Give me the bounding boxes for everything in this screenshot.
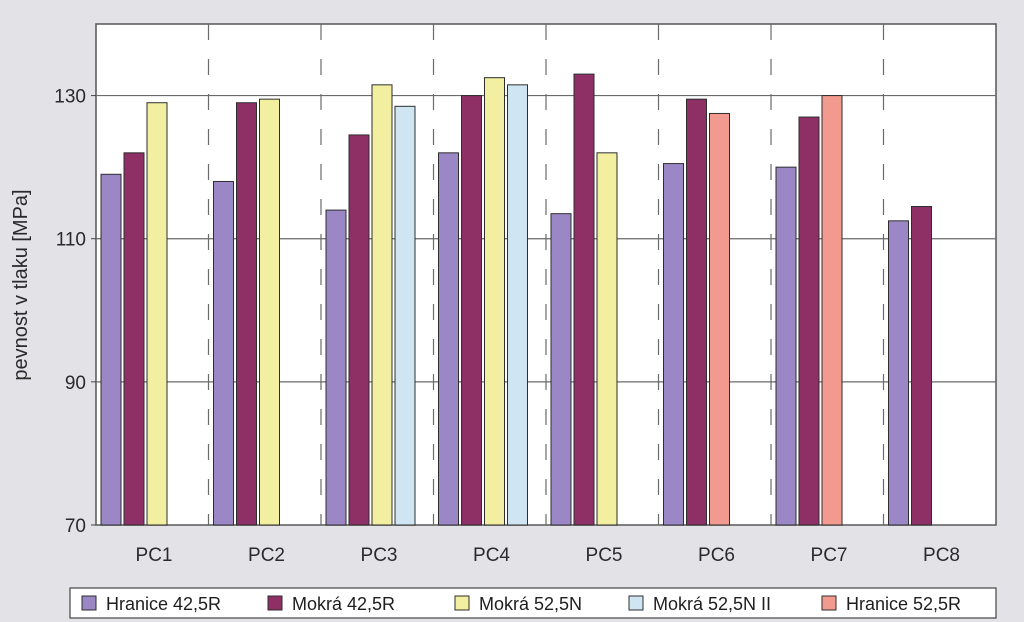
bar [911,206,932,526]
bar [123,152,145,526]
bar [663,163,684,526]
legend-label: Mokrá 42,5R [292,594,395,614]
bar [484,77,505,526]
x-tick-label: PC3 [361,545,398,566]
bar [550,213,572,526]
x-tick-label: PC5 [586,545,623,566]
legend-swatch [628,595,644,611]
bar [596,152,618,526]
legend-label: Hranice 52,5R [846,594,961,614]
legend-swatch [454,595,470,611]
bar [348,134,370,526]
legend: Hranice 42,5R Mokrá 42,5R Mokrá 52,5N Mokrá… [69,587,997,619]
x-tick-label: PC7 [811,545,848,566]
bar [236,102,257,526]
bar [507,84,528,526]
y-tick-label: 130 [54,87,86,108]
legend-swatch [81,595,97,611]
bar [709,112,730,526]
bar [213,180,234,526]
bar [686,98,707,526]
x-tick-label: PC6 [698,545,735,566]
y-tick-label: 70 [65,516,86,537]
bar [259,98,280,526]
bar [573,73,595,526]
bar [821,95,843,526]
bar [438,152,459,526]
axes: 70 90 110 130 PC1 PC2 PC3 PC4 PC5 PC6 PC7 PC8 [54,87,960,566]
y-tick-label: 90 [65,373,86,394]
bars [100,73,932,526]
legend-box [69,587,997,619]
legend-swatch [821,595,837,611]
legend-label: Mokrá 52,5N II [653,594,771,614]
bar [100,173,122,526]
bar [146,102,168,526]
x-tick-label: PC2 [248,545,285,566]
bar [325,209,347,526]
x-tick-label: PC4 [473,545,510,566]
legend-label: Hranice 42,5R [106,594,221,614]
legend-label: Mokrá 52,5N [479,594,582,614]
bar [798,116,820,526]
bar [888,220,909,526]
x-tick-label: PC1 [136,545,173,566]
bar [371,84,393,526]
y-axis-title: pevnost v tlaku [MPa] [10,189,32,380]
y-tick-label: 110 [56,230,86,251]
bar [775,166,797,526]
bar [394,105,416,526]
bar [461,95,482,526]
x-tick-label: PC8 [923,545,960,566]
legend-swatch [267,595,283,611]
